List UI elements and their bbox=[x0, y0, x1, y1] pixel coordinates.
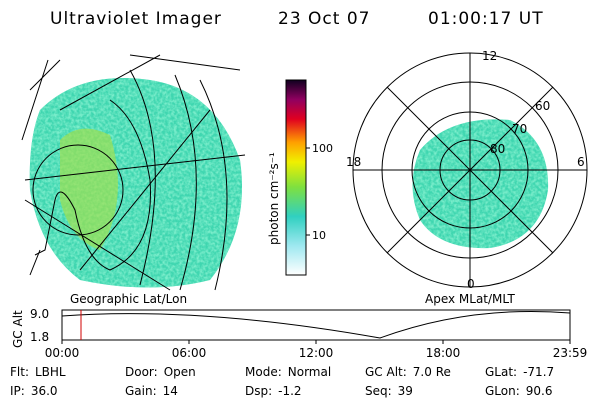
field-label: Gain: bbox=[125, 384, 157, 398]
field-value: 36.0 bbox=[31, 384, 58, 398]
field-label: Seq: bbox=[365, 384, 392, 398]
altitude-ytick-label: 1.8 bbox=[30, 330, 49, 344]
field-label: Flt: bbox=[10, 365, 29, 379]
mlat-label: 70 bbox=[512, 122, 527, 136]
field-value: 90.6 bbox=[526, 384, 553, 398]
colorbar-tick-label: 10 bbox=[312, 229, 326, 242]
field-label: GLon: bbox=[485, 384, 520, 398]
polar-image bbox=[352, 52, 588, 288]
field-label: GLat: bbox=[485, 365, 517, 379]
mlt-label: 0 bbox=[467, 277, 475, 291]
field-value: 39 bbox=[398, 384, 413, 398]
colorbar bbox=[285, 79, 307, 276]
right-panel-label: Apex MLat/MLT bbox=[425, 292, 515, 306]
geographic-image bbox=[21, 54, 246, 291]
field-value: -71.7 bbox=[523, 365, 554, 379]
field-value: 14 bbox=[163, 384, 178, 398]
altitude-curve bbox=[61, 310, 571, 339]
field-label: Mode: bbox=[245, 365, 282, 379]
mlt-label: 18 bbox=[346, 155, 361, 169]
mlat-label: 80 bbox=[490, 142, 505, 156]
colorbar-label: photon cm⁻²s⁻¹ bbox=[267, 152, 281, 245]
title: Ultraviolet Imager bbox=[50, 9, 222, 29]
field-label: Door: bbox=[125, 365, 158, 379]
time: 01:00:17 UT bbox=[428, 9, 544, 29]
mlat-label: 60 bbox=[535, 99, 550, 113]
left-panel-label: Geographic Lat/Lon bbox=[70, 292, 187, 306]
mlt-label: 6 bbox=[577, 155, 585, 169]
date: 23 Oct 07 bbox=[278, 9, 370, 29]
altitude-ytick-label: 9.0 bbox=[30, 307, 49, 321]
altitude-xtick-label: 00:00 bbox=[45, 346, 80, 360]
field-label: IP: bbox=[10, 384, 25, 398]
mlt-label: 12 bbox=[482, 49, 497, 63]
altitude-xtick-label: 23:59 bbox=[553, 346, 588, 360]
field-value: -1.2 bbox=[278, 384, 301, 398]
field-value: Open bbox=[164, 365, 196, 379]
colorbar-tick-label: 100 bbox=[312, 142, 333, 155]
field-label: GC Alt: bbox=[365, 365, 407, 379]
altitude-plot bbox=[61, 309, 571, 341]
altitude-xtick-label: 06:00 bbox=[172, 346, 207, 360]
field-value: LBHL bbox=[35, 365, 66, 379]
altitude-xtick-label: 18:00 bbox=[426, 346, 461, 360]
field-value: Normal bbox=[288, 365, 331, 379]
field-label: Dsp: bbox=[245, 384, 272, 398]
altitude-xtick-label: 12:00 bbox=[299, 346, 334, 360]
altitude-ylabel: GC Alt bbox=[11, 310, 25, 348]
field-value: 7.0 Re bbox=[413, 365, 451, 379]
